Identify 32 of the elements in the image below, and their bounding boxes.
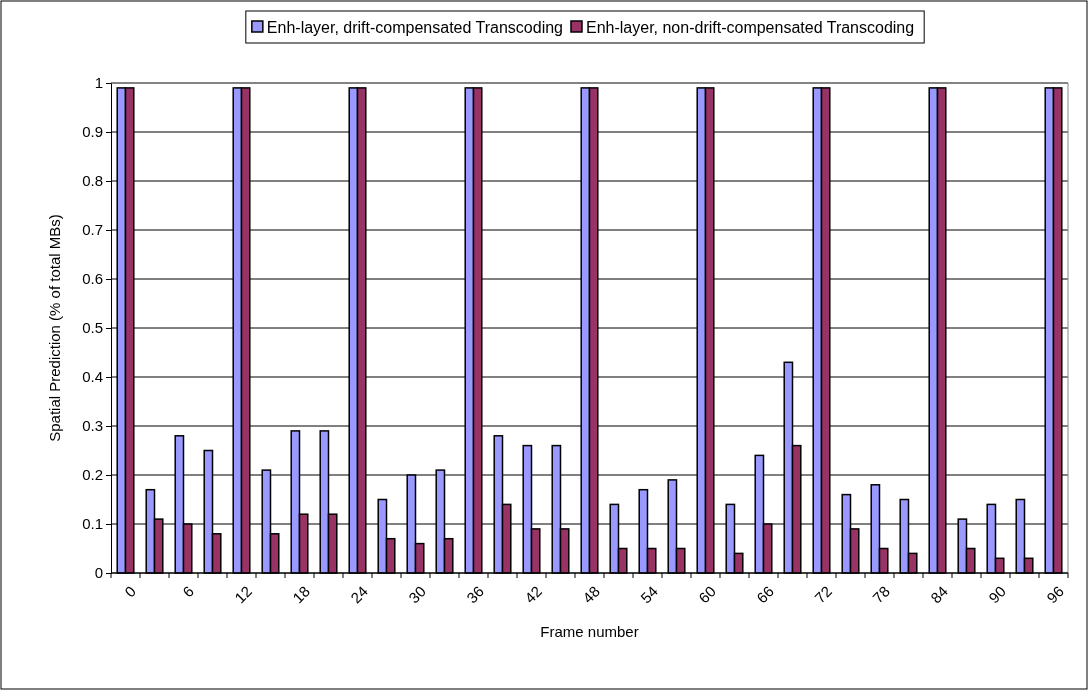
y-tick-label: 0 [94, 564, 103, 582]
x-tick-label: 78 [869, 582, 894, 607]
y-tick-label: 0.2 [82, 466, 103, 484]
x-tick-label: 48 [579, 582, 604, 607]
x-tick-label: 24 [347, 582, 372, 607]
y-tick-label: 0.8 [82, 172, 103, 190]
x-tick-label: 60 [695, 582, 720, 607]
y-tick-label: 0.4 [82, 368, 103, 386]
y-tick-label: 0.7 [82, 221, 103, 239]
x-tick-label: 84 [927, 582, 952, 607]
x-axis-title: Frame number [540, 623, 639, 640]
y-tick-label: 1 [94, 74, 103, 92]
x-tick-label: 6 [179, 582, 198, 601]
y-tick-label: 0.6 [82, 270, 103, 288]
y-tick-label: 0.1 [82, 515, 103, 533]
y-tick-label: 0.9 [82, 123, 103, 141]
x-tick-label: 18 [289, 582, 314, 607]
x-tick-label: 30 [405, 582, 430, 607]
x-tick-label: 42 [521, 582, 546, 607]
y-axis-title: Spatial Prediction (% of total MBs) [46, 214, 63, 442]
x-tick-label: 72 [811, 582, 836, 607]
x-tick-label: 54 [637, 582, 662, 607]
x-tick-label: 12 [231, 582, 256, 607]
y-tick-label: 0.5 [82, 319, 103, 337]
legend-label: Enh-layer, drift-compensated Transcoding [266, 18, 563, 36]
x-tick-label: 90 [985, 582, 1010, 607]
x-tick-label: 96 [1043, 582, 1068, 607]
y-tick-label: 0.3 [82, 417, 103, 435]
x-tick-label: 66 [753, 582, 778, 607]
x-tick-label: 36 [463, 582, 488, 607]
x-tick-label: 0 [121, 582, 140, 601]
legend-label: Enh-layer, non-drift-compensated Transcoding [585, 18, 915, 36]
